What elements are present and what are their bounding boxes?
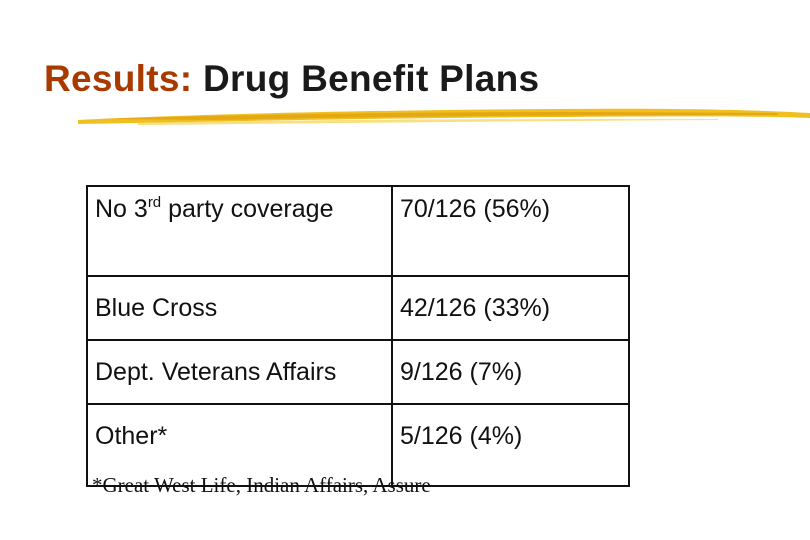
- plan-value-cell: 42/126 (33%): [391, 275, 630, 341]
- plan-label-cell: Other*: [86, 403, 393, 487]
- title-underline-brush: [78, 108, 810, 125]
- slide-title: Results: Drug Benefit Plans: [44, 58, 539, 100]
- plan-value-cell: 9/126 (7%): [391, 339, 630, 405]
- plan-label-cell: Dept. Veterans Affairs: [86, 339, 393, 405]
- plan-value-cell: 70/126 (56%): [391, 185, 630, 277]
- table-row: Other* 5/126 (4%): [86, 403, 630, 487]
- title-text: Drug Benefit Plans: [202, 58, 540, 99]
- table-row: No 3rd party coverage 70/126 (56%): [86, 185, 630, 277]
- table-row: Blue Cross 42/126 (33%): [86, 275, 630, 341]
- drug-benefit-table: No 3rd party coverage 70/126 (56%) Blue …: [86, 185, 630, 487]
- plan-value-cell: 5/126 (4%): [391, 403, 630, 487]
- footnote: *Great West Life, Indian Affairs, Assure: [92, 473, 431, 497]
- plan-label-cell: Blue Cross: [86, 275, 393, 341]
- plan-label-rest: party coverage: [161, 195, 334, 223]
- ordinal-suffix: rd: [147, 194, 162, 211]
- table-row: Dept. Veterans Affairs 9/126 (7%): [86, 339, 630, 405]
- title-accent: Results:: [44, 58, 193, 99]
- plan-label-cell: No 3rd party coverage: [86, 185, 393, 277]
- plan-label: No 3: [95, 195, 148, 223]
